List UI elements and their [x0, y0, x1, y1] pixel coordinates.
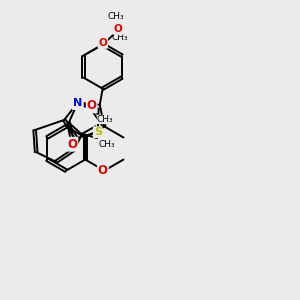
Text: O: O [98, 38, 107, 48]
Text: CH₃: CH₃ [97, 115, 114, 124]
Text: O: O [67, 138, 77, 151]
Text: O: O [87, 99, 97, 112]
Text: N: N [73, 96, 83, 109]
Text: CH₃: CH₃ [98, 140, 115, 149]
Text: S: S [94, 127, 102, 137]
Text: O: O [98, 164, 108, 177]
Text: N: N [73, 98, 83, 107]
Text: O: O [113, 24, 122, 34]
Text: CH₃: CH₃ [108, 12, 124, 21]
Text: CH₃: CH₃ [111, 33, 128, 42]
